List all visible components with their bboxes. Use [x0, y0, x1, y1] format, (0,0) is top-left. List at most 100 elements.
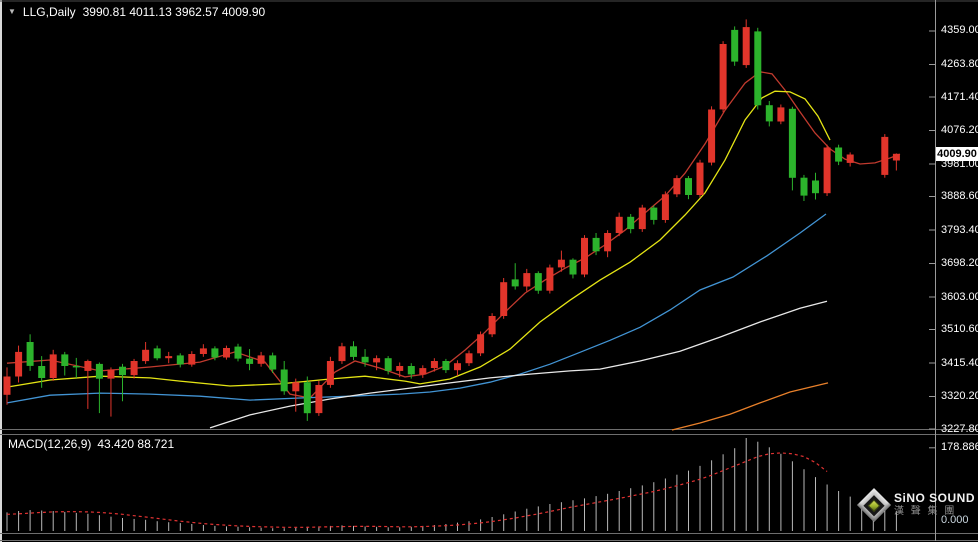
price-axis-label: 3415.40: [941, 357, 978, 369]
candle-bearish: [246, 358, 254, 364]
candle-bullish: [604, 233, 612, 252]
ma-slower-white-line: [209, 300, 828, 429]
candle-bearish: [95, 363, 103, 379]
candle-bearish: [153, 348, 161, 359]
price-axis-label: 4263.80: [941, 58, 978, 70]
candle-bullish: [661, 194, 669, 220]
ma-slow-blue-line: [6, 213, 827, 404]
candle-bullish: [292, 382, 300, 392]
candle-bearish: [38, 366, 46, 378]
ma-slowest-orange-line: [671, 382, 829, 431]
candle-bearish: [61, 354, 69, 366]
candle-bearish: [754, 31, 762, 106]
candle-bullish: [396, 366, 404, 371]
candle-bearish: [384, 358, 392, 371]
candle-bearish: [835, 147, 843, 162]
candle-bullish: [708, 109, 716, 163]
candle-bullish: [719, 44, 727, 110]
macd-signal-line: [6, 452, 828, 528]
candle-bullish: [15, 351, 23, 377]
symbol-dropdown-icon[interactable]: ▼: [8, 7, 16, 16]
candle-bullish: [673, 178, 681, 195]
candle-bullish: [130, 361, 138, 376]
candle-bearish: [765, 105, 773, 122]
candle-bullish: [477, 334, 485, 354]
price-axis-label: 4359.00: [941, 24, 978, 36]
candle-bearish: [211, 348, 219, 358]
candle-bearish: [650, 207, 658, 220]
candle-bearish: [280, 369, 288, 392]
candle-bullish: [142, 349, 150, 362]
candle-bullish: [326, 361, 334, 385]
candle-bullish: [315, 385, 323, 414]
price-axis-label: 3793.40: [941, 224, 978, 236]
price-axis-label: 3603.00: [941, 291, 978, 303]
candle-bullish: [338, 346, 346, 362]
candle-bearish: [234, 346, 242, 359]
candle-bullish: [49, 354, 57, 378]
candle-bullish: [696, 162, 704, 195]
candle-bearish: [119, 366, 126, 376]
candle-bearish: [534, 273, 542, 291]
candle-bearish: [731, 29, 739, 62]
candles-layer: [3, 19, 900, 421]
macd-indicator-label: MACD(12,26,9) 43.420 88.721: [8, 437, 174, 451]
diamond-logo-icon: [857, 487, 891, 522]
candle-bullish: [373, 358, 381, 363]
candle-bullish: [638, 207, 646, 230]
candle-bullish: [777, 107, 785, 122]
candle-bullish: [188, 354, 196, 365]
ma-mid-yellow-line: [6, 90, 831, 388]
candle-bearish: [800, 177, 808, 196]
price-axis-label: 3510.60: [941, 323, 978, 335]
logo-name: SiNO SOUND: [894, 491, 976, 505]
candle-bullish: [199, 348, 207, 354]
candle-bullish: [257, 355, 265, 364]
candle-bullish: [84, 361, 92, 371]
candle-bullish: [107, 369, 115, 379]
candle-bullish: [223, 348, 230, 358]
macd-layer: [6, 438, 897, 531]
price-axis-label: 3227.80: [941, 423, 978, 435]
price-axis-label: 3320.20: [941, 390, 978, 402]
candle-bullish: [823, 147, 831, 194]
price-axis-label: 3698.20: [941, 257, 978, 269]
price-axis-label: 4076.20: [941, 124, 978, 136]
candle-bullish: [581, 237, 588, 275]
candle-bearish: [350, 346, 357, 357]
price-axis[interactable]: [929, 0, 936, 541]
ohlc-readout: 3990.81 4011.13 3962.57 4009.90: [82, 5, 266, 19]
candle-bullish: [454, 363, 461, 371]
candle-bullish: [892, 153, 900, 161]
moving-averages-layer: [6, 71, 901, 431]
candle-bullish: [165, 356, 173, 359]
candle-bullish: [419, 368, 427, 375]
candle-bullish: [500, 282, 508, 316]
candle-bullish: [3, 376, 11, 395]
candle-bearish: [511, 279, 519, 287]
candle-bearish: [269, 355, 277, 370]
candle-bearish: [788, 108, 796, 178]
candle-bullish: [465, 353, 473, 364]
candle-bearish: [361, 356, 369, 363]
candle-bullish: [557, 259, 565, 268]
price-axis-label: 3888.60: [941, 190, 978, 202]
broker-logo: SiNO SOUND 漢 聲 集 團: [857, 487, 976, 522]
candle-bullish: [430, 361, 438, 368]
candle-bullish: [846, 154, 854, 163]
price-axis-label: 3981.00: [941, 158, 978, 170]
candle-bearish: [407, 366, 415, 375]
symbol-timeframe-label: LLG,Daily: [22, 5, 76, 19]
candle-bearish: [442, 361, 450, 371]
macd-scale-max-label: 178.886: [941, 441, 978, 453]
logo-chinese-name: 漢 聲 集 團: [894, 506, 957, 518]
candle-bearish: [72, 366, 80, 368]
candle-bullish: [742, 27, 750, 66]
candle-bearish: [303, 382, 311, 414]
candle-bullish: [881, 136, 889, 175]
candle-bullish: [546, 267, 554, 291]
price-axis-label: 4171.40: [941, 91, 978, 103]
